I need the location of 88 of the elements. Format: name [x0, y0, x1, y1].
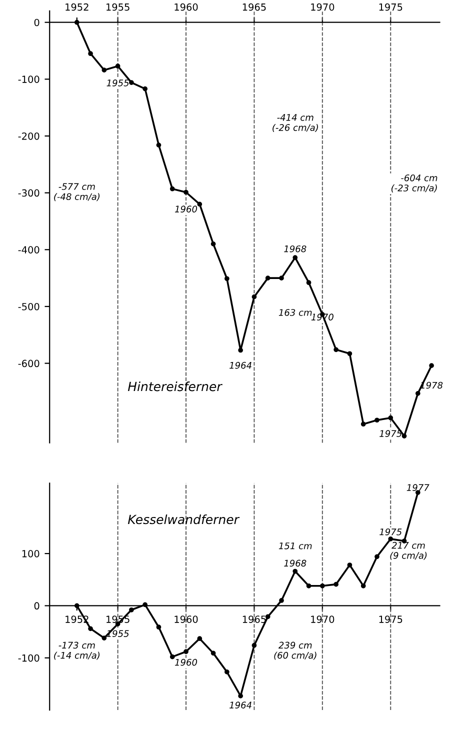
annotation: -414 cm (-26 cm/a): [272, 114, 318, 132]
point: [156, 624, 162, 630]
point: [129, 607, 134, 612]
annotation: 151 cm: [278, 542, 312, 550]
x-tick-label: 1952: [66, 3, 88, 11]
annotation: -173 cm (-14 cm/a): [54, 642, 100, 660]
x-tick-label: 1965: [242, 3, 266, 11]
point: [360, 422, 366, 427]
x-tick-label: 1960: [174, 616, 198, 623]
y-tick-label: 0: [34, 18, 40, 26]
y-tick-label: -500: [18, 302, 40, 310]
point: [252, 294, 257, 300]
point: [306, 280, 312, 286]
point: [115, 64, 120, 69]
point: [156, 142, 162, 148]
annotation: 1968: [284, 245, 306, 252]
annotation: 163 cm: [278, 309, 312, 316]
point: [238, 348, 244, 353]
point: [429, 363, 434, 368]
point: [224, 276, 230, 282]
point: [292, 255, 298, 260]
y-tick-label: -600: [18, 360, 40, 368]
annotation: 1975: [380, 528, 402, 536]
annotation: -577 cm (-48 cm/a): [54, 183, 100, 202]
point: [197, 202, 202, 207]
x-tick-label: 1975: [379, 616, 402, 623]
point: [238, 694, 244, 698]
point: [347, 562, 352, 568]
x-tick-label: 1970: [311, 3, 334, 11]
point: [292, 568, 298, 574]
point: [306, 583, 312, 588]
point: [102, 636, 107, 640]
y-tick-label: 0: [34, 602, 40, 610]
point: [388, 536, 394, 542]
point: [74, 20, 80, 25]
point: [347, 351, 352, 356]
annotation: 239 cm (60 cm/a): [274, 642, 316, 660]
y-tick-label: 100: [22, 550, 40, 558]
point: [279, 598, 284, 603]
annotation: 1975: [380, 430, 402, 437]
text: Kesselwandferner: [128, 514, 240, 524]
y-tick-label: -200: [18, 132, 40, 140]
point: [102, 68, 107, 73]
point: [170, 654, 175, 660]
point: [334, 347, 338, 352]
point: [320, 583, 325, 588]
point: [334, 582, 338, 587]
annotation: 1964: [230, 702, 252, 708]
point: [415, 390, 420, 396]
x-tick-label: 1970: [311, 616, 334, 623]
annotation: 1955: [106, 80, 129, 86]
point: [88, 626, 93, 632]
point: [210, 242, 216, 246]
x-tick-label: 1965: [242, 616, 266, 623]
point: [360, 583, 366, 588]
y-tick-label: -100: [18, 76, 40, 84]
point: [170, 186, 175, 192]
point: [184, 649, 188, 654]
annotation: 1968: [284, 560, 306, 567]
point: [402, 434, 407, 438]
point: [210, 650, 216, 656]
point: [279, 276, 284, 280]
annotation: -604 cm (-23 cm/a): [391, 174, 438, 192]
x-tick-label: 1955: [106, 3, 130, 11]
point: [265, 614, 270, 620]
point: [129, 80, 134, 86]
text: Hintereisferner: [128, 382, 222, 392]
x-tick-label: 1960: [174, 3, 198, 11]
point: [374, 554, 380, 560]
y-tick-label: -400: [18, 246, 40, 254]
x-tick-label: 1975: [379, 3, 402, 11]
point: [74, 603, 80, 608]
point: [88, 51, 93, 56]
point: [142, 602, 148, 608]
point: [374, 418, 380, 423]
point: [197, 636, 202, 642]
point: [265, 276, 270, 280]
point: [388, 415, 394, 420]
annotation: 1977: [406, 484, 430, 491]
annotation: 1960: [174, 206, 198, 212]
annotation: 1964: [230, 362, 252, 369]
point: [224, 670, 230, 674]
point: [184, 190, 188, 195]
annotation: 1960: [174, 658, 198, 666]
point: [252, 642, 257, 648]
y-tick-label: -300: [18, 189, 40, 197]
y-tick-label: -100: [18, 654, 40, 662]
point: [142, 86, 148, 92]
